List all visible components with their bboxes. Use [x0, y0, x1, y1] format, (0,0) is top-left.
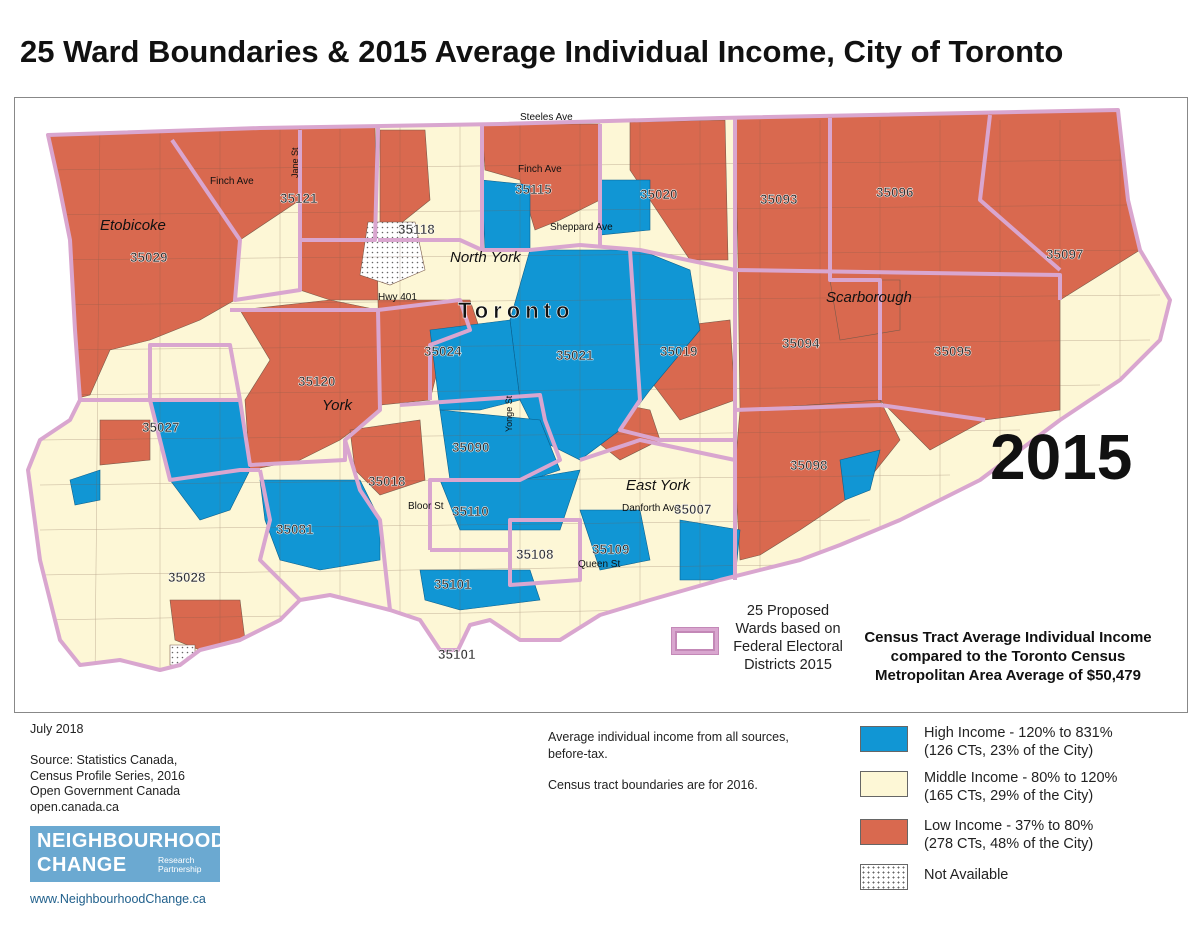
year-badge: 2015 [990, 421, 1133, 493]
legend-swatch-na [860, 864, 908, 890]
street-label: Steeles Ave [520, 112, 573, 123]
ward-boundaries [26, 108, 1172, 672]
district-label: North York [450, 249, 522, 266]
website-link[interactable]: www.NeighbourhoodChange.ca [30, 892, 206, 906]
legend-title: Census Tract Average Individual Income c… [864, 629, 1152, 684]
legend-label-middle: Middle Income - 80% to 120% [924, 770, 1118, 786]
street-label: Jane St [290, 147, 300, 178]
date-note: July 2018 [30, 722, 84, 736]
legend-swatch-high [860, 726, 908, 752]
source-line: open.canada.ca [30, 799, 119, 814]
source-line: Source: Statistics Canada, [30, 753, 178, 767]
street-label: Danforth Ave [622, 503, 680, 514]
ward-label: 35081 [276, 522, 314, 537]
logo-line2: CHANGE [37, 854, 127, 876]
map-frame [14, 97, 1188, 713]
ward-label: 35115 [515, 182, 552, 197]
neighbourhood-change-logo: NEIGHBOURHOOD CHANGE Research Partnershi… [30, 826, 225, 882]
page-title: 25 Ward Boundaries & 2015 Average Indivi… [20, 34, 1064, 69]
street-label: Queen St [578, 559, 620, 570]
legend-label-na: Not Available [924, 867, 1009, 883]
street-label: Hwy 401 [378, 292, 417, 303]
ward-label: 35118 [398, 222, 435, 237]
ward-label: 35090 [452, 440, 490, 455]
tract-note: Census tract boundaries are for 2016. [548, 778, 758, 792]
city-label: Toronto [458, 298, 574, 323]
ward-boundary-swatch [672, 628, 718, 654]
tract-low-york-south [349, 419, 426, 496]
street-label: Sheppard Ave [550, 222, 613, 233]
ward-label: 35109 [592, 542, 630, 557]
ward-labels: 35121 35029 35118 35115 35020 35093 3509… [130, 182, 1084, 663]
ward-label: 35094 [782, 336, 820, 351]
ward-label: 35096 [876, 185, 914, 200]
ward-label: 35020 [640, 187, 678, 202]
tract-high-west [69, 469, 101, 506]
street-label: Finch Ave [518, 164, 562, 175]
street-label: Finch Ave [210, 176, 254, 187]
ward-label: 35021 [556, 348, 594, 363]
ward-label: 35007 [674, 502, 712, 517]
ward-label: 35120 [298, 374, 336, 389]
street-label: Yonge St [504, 395, 514, 432]
tract-high-35109 [579, 509, 651, 571]
source-note: Source: Statistics Canada, Census Profil… [30, 753, 185, 815]
district-label: Etobicoke [100, 217, 166, 234]
tract-high-east [839, 449, 881, 501]
tract-high-35024 [429, 319, 521, 411]
ward-label: 35027 [142, 420, 180, 435]
ward-label: 35110 [452, 504, 489, 519]
ward-label: 35095 [934, 344, 972, 359]
street-label: Bloor St [408, 501, 444, 512]
source-line: Census Profile Series, 2016 [30, 768, 185, 783]
district-label: York [322, 397, 354, 414]
ward-label: 35093 [760, 192, 798, 207]
legend-sublabel-low: (278 CTs, 48% of the City) [924, 836, 1094, 852]
district-label: East York [626, 477, 691, 494]
district-labels: Etobicoke North York York East York Scar… [100, 217, 912, 494]
ward-label: 35121 [280, 191, 318, 206]
ward-label: 35108 [516, 547, 554, 562]
legend-swatch-low [860, 819, 908, 845]
ward-label: 35097 [1046, 247, 1084, 262]
legend-sublabel-high: (126 CTs, 23% of the City) [924, 743, 1094, 759]
tract-low-35120 [239, 299, 381, 471]
street-labels: Steeles Ave Finch Ave Jane St Finch Ave … [210, 112, 680, 570]
ward-legend-label: 25 Proposed Wards based on Federal Elect… [733, 603, 843, 673]
tract-low-35028-edge [99, 419, 151, 466]
legend-sublabel-middle: (165 CTs, 29% of the City) [924, 788, 1094, 804]
legend-label-high: High Income - 120% to 831% [924, 725, 1113, 741]
ward-label: 35101 [434, 577, 472, 592]
legend-label-low: Low Income - 37% to 80% [924, 818, 1094, 834]
ward-label: 35098 [790, 458, 828, 473]
ward-label: 35029 [130, 250, 168, 265]
tract-high-35007 [679, 519, 741, 581]
ward-label: 35101 [438, 647, 476, 662]
ward-label: 35024 [424, 344, 462, 359]
logo-line1: NEIGHBOURHOOD [37, 830, 226, 852]
ward-label: 35028 [168, 570, 206, 585]
income-note: Average individual income from all sourc… [548, 730, 789, 761]
district-label: Scarborough [826, 289, 912, 306]
legend-swatch-middle [860, 771, 908, 797]
logo-sub: Research Partnership [158, 855, 202, 874]
source-line: Open Government Canada [30, 784, 181, 798]
tract-low-finch-west [379, 129, 431, 241]
ward-label: 35019 [660, 344, 698, 359]
ward-label: 35018 [368, 474, 406, 489]
